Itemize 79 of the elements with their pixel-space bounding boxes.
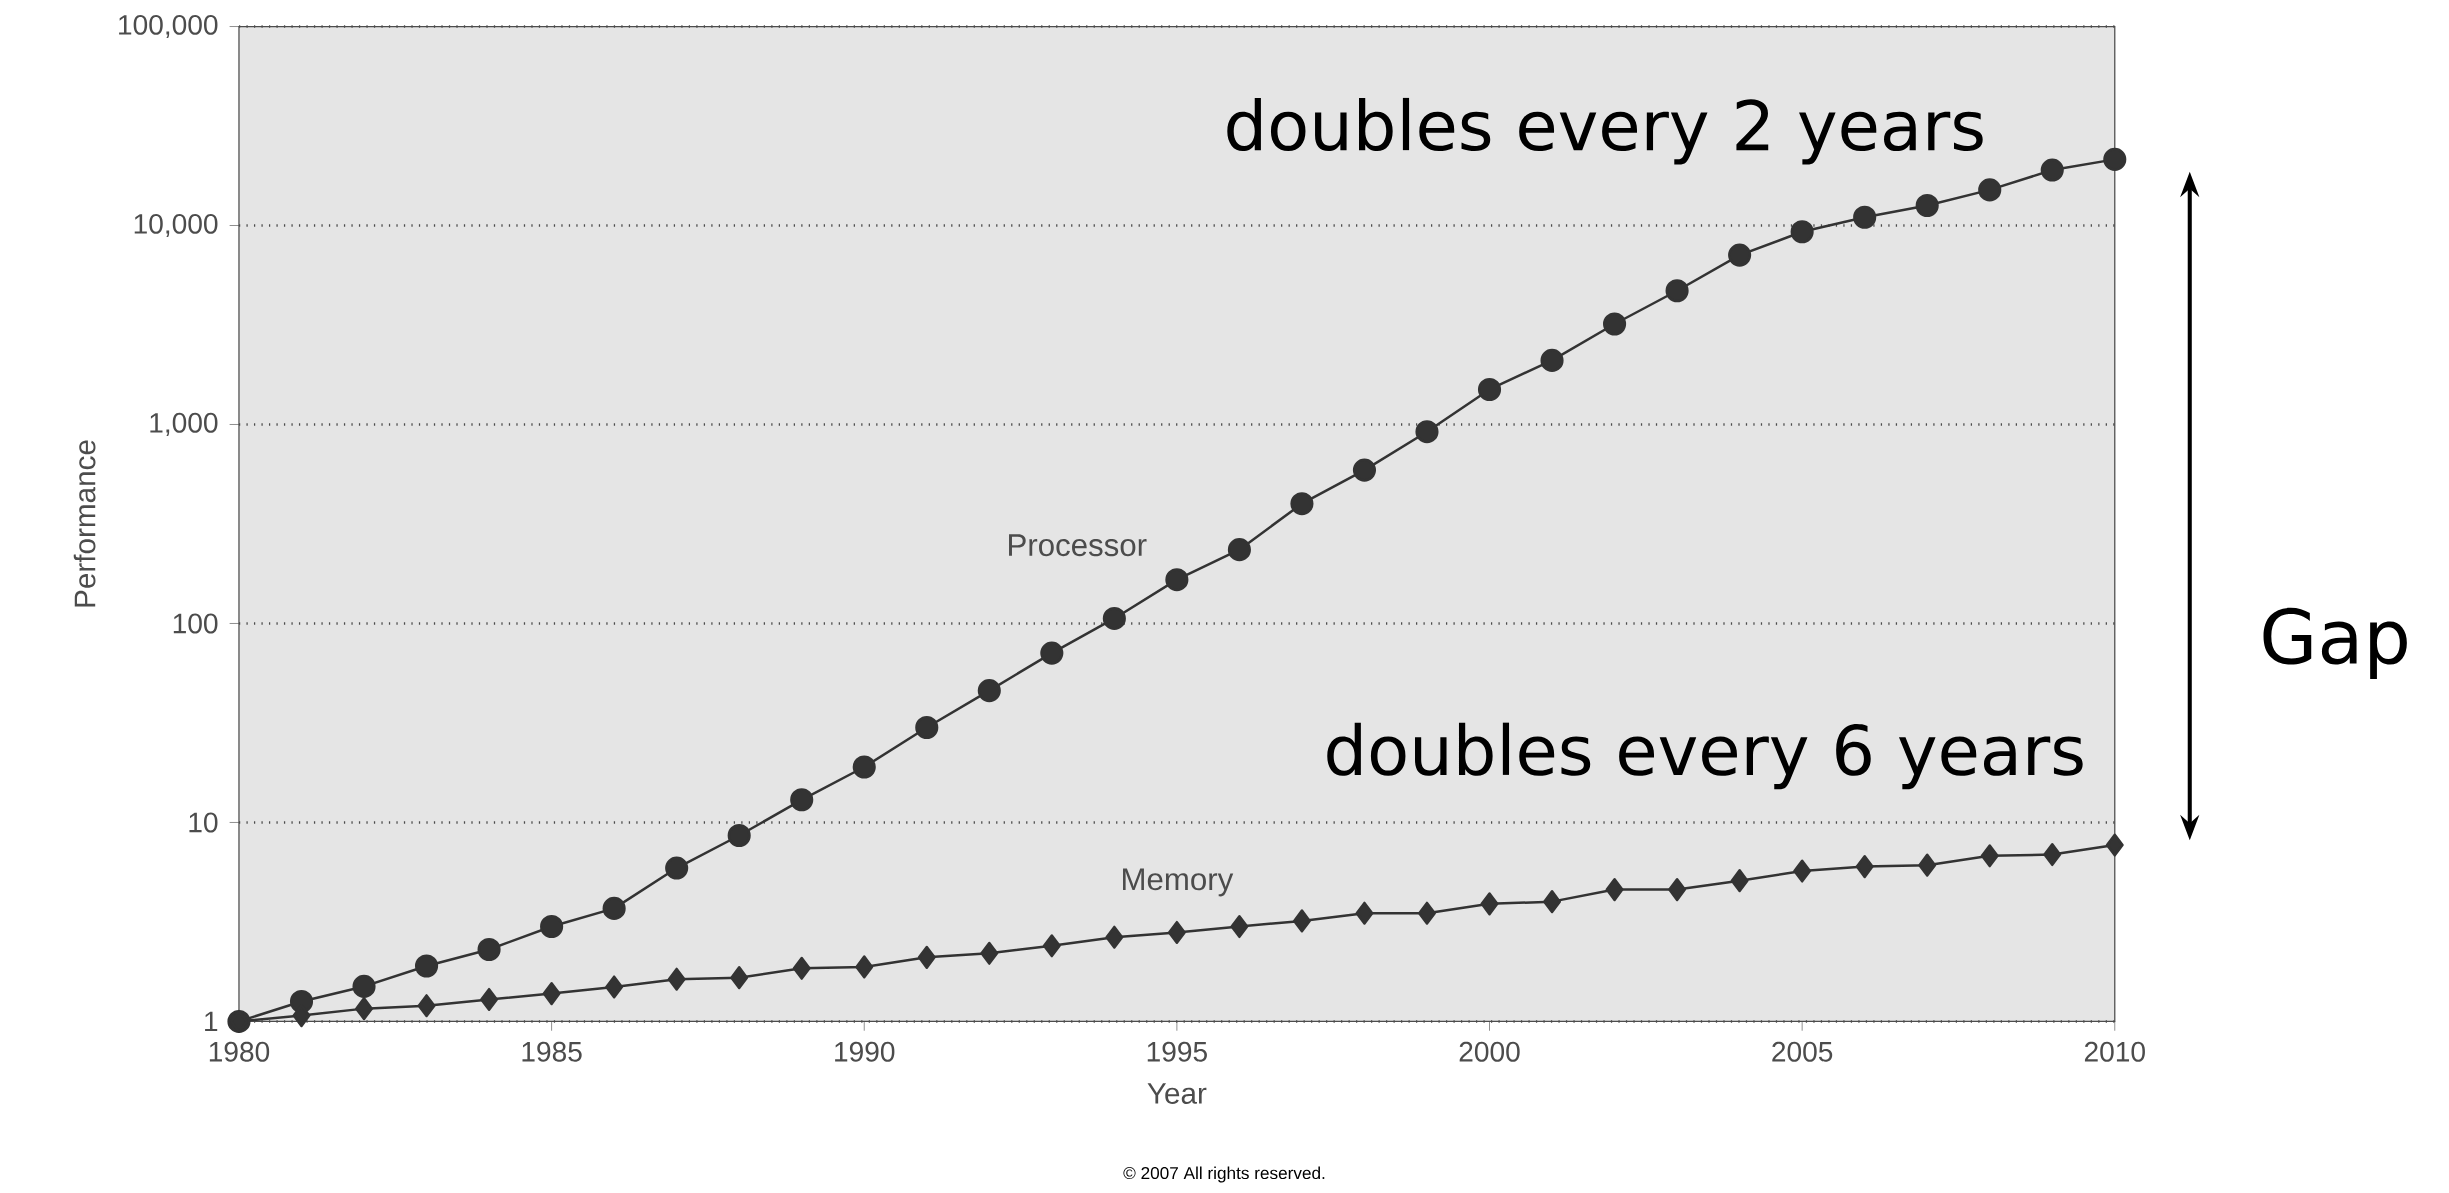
point [730, 965, 749, 990]
x-tick-label: 1990 [835, 1041, 895, 1062]
point [852, 755, 876, 779]
text: Gap [2263, 607, 2407, 679]
x-tick-label: 2005 [1772, 1041, 1833, 1062]
point [355, 996, 374, 1021]
y-tick-label: 1,000 [150, 412, 218, 436]
point [1540, 348, 1564, 372]
x-axis-title: Year [1147, 1083, 1207, 1104]
point [1668, 877, 1687, 902]
series-label: Processor [1009, 534, 1147, 557]
point [980, 941, 999, 965]
point [1227, 537, 1251, 562]
point [415, 954, 439, 978]
y-tick-label: 100,000 [119, 14, 218, 38]
point [792, 956, 811, 980]
point [667, 967, 686, 991]
x-tick-label: 2000 [1459, 1041, 1520, 1062]
point [480, 987, 499, 1011]
point [1415, 420, 1439, 444]
point [1978, 178, 2002, 202]
point [540, 914, 564, 938]
series-label: Memory [1123, 868, 1234, 897]
point [1730, 868, 1749, 893]
y-tick-label: 10 [189, 812, 218, 833]
text: © 2007 All rights reserved. [1123, 1166, 1325, 1183]
point [2040, 158, 2064, 182]
point [1102, 606, 1126, 630]
x-tick-label: 1995 [1147, 1041, 1207, 1062]
point [1167, 920, 1186, 944]
point [855, 955, 874, 979]
point [1477, 377, 1502, 401]
point [477, 937, 501, 961]
point [917, 945, 936, 969]
point [2043, 842, 2062, 866]
point [2103, 147, 2127, 171]
y-tick-label: 100 [173, 613, 218, 634]
point [605, 975, 624, 999]
point [727, 823, 751, 847]
point [1230, 914, 1249, 938]
y-tick-label: 1 [205, 1011, 218, 1031]
point [1728, 243, 1752, 267]
point [1543, 889, 1562, 914]
point [1040, 641, 1064, 665]
point [352, 974, 376, 998]
x-tick-label: 1985 [522, 1041, 582, 1062]
y-tick-label: 10,000 [134, 213, 218, 237]
point [1480, 892, 1499, 916]
point [1855, 854, 1874, 879]
y-axis-title: Performance [73, 440, 96, 607]
point [1290, 492, 1314, 516]
annotation: doubles every 6 years [1327, 722, 2083, 790]
point [1793, 859, 1812, 883]
point [1665, 279, 1689, 303]
point [1042, 934, 1061, 958]
point [1915, 193, 1939, 217]
point [1105, 925, 1124, 949]
point [1605, 877, 1624, 902]
x-tick-label: 1980 [209, 1041, 270, 1062]
point [1853, 205, 1877, 229]
point [790, 788, 814, 812]
point [417, 994, 436, 1018]
point [2105, 833, 2124, 857]
point [1918, 853, 1937, 877]
point [1292, 909, 1311, 933]
point [542, 981, 561, 1006]
point [1352, 458, 1377, 482]
point [1790, 220, 1814, 244]
point [977, 678, 1001, 703]
x-tick-label: 2010 [2084, 1041, 2145, 1062]
point [1980, 844, 1999, 868]
point [665, 856, 689, 880]
annotation: doubles every 2 years [1227, 97, 1983, 165]
point [1165, 568, 1189, 592]
point [1603, 312, 1627, 336]
point [602, 896, 626, 920]
point [1355, 901, 1374, 925]
point [1418, 901, 1436, 925]
point [915, 715, 939, 739]
